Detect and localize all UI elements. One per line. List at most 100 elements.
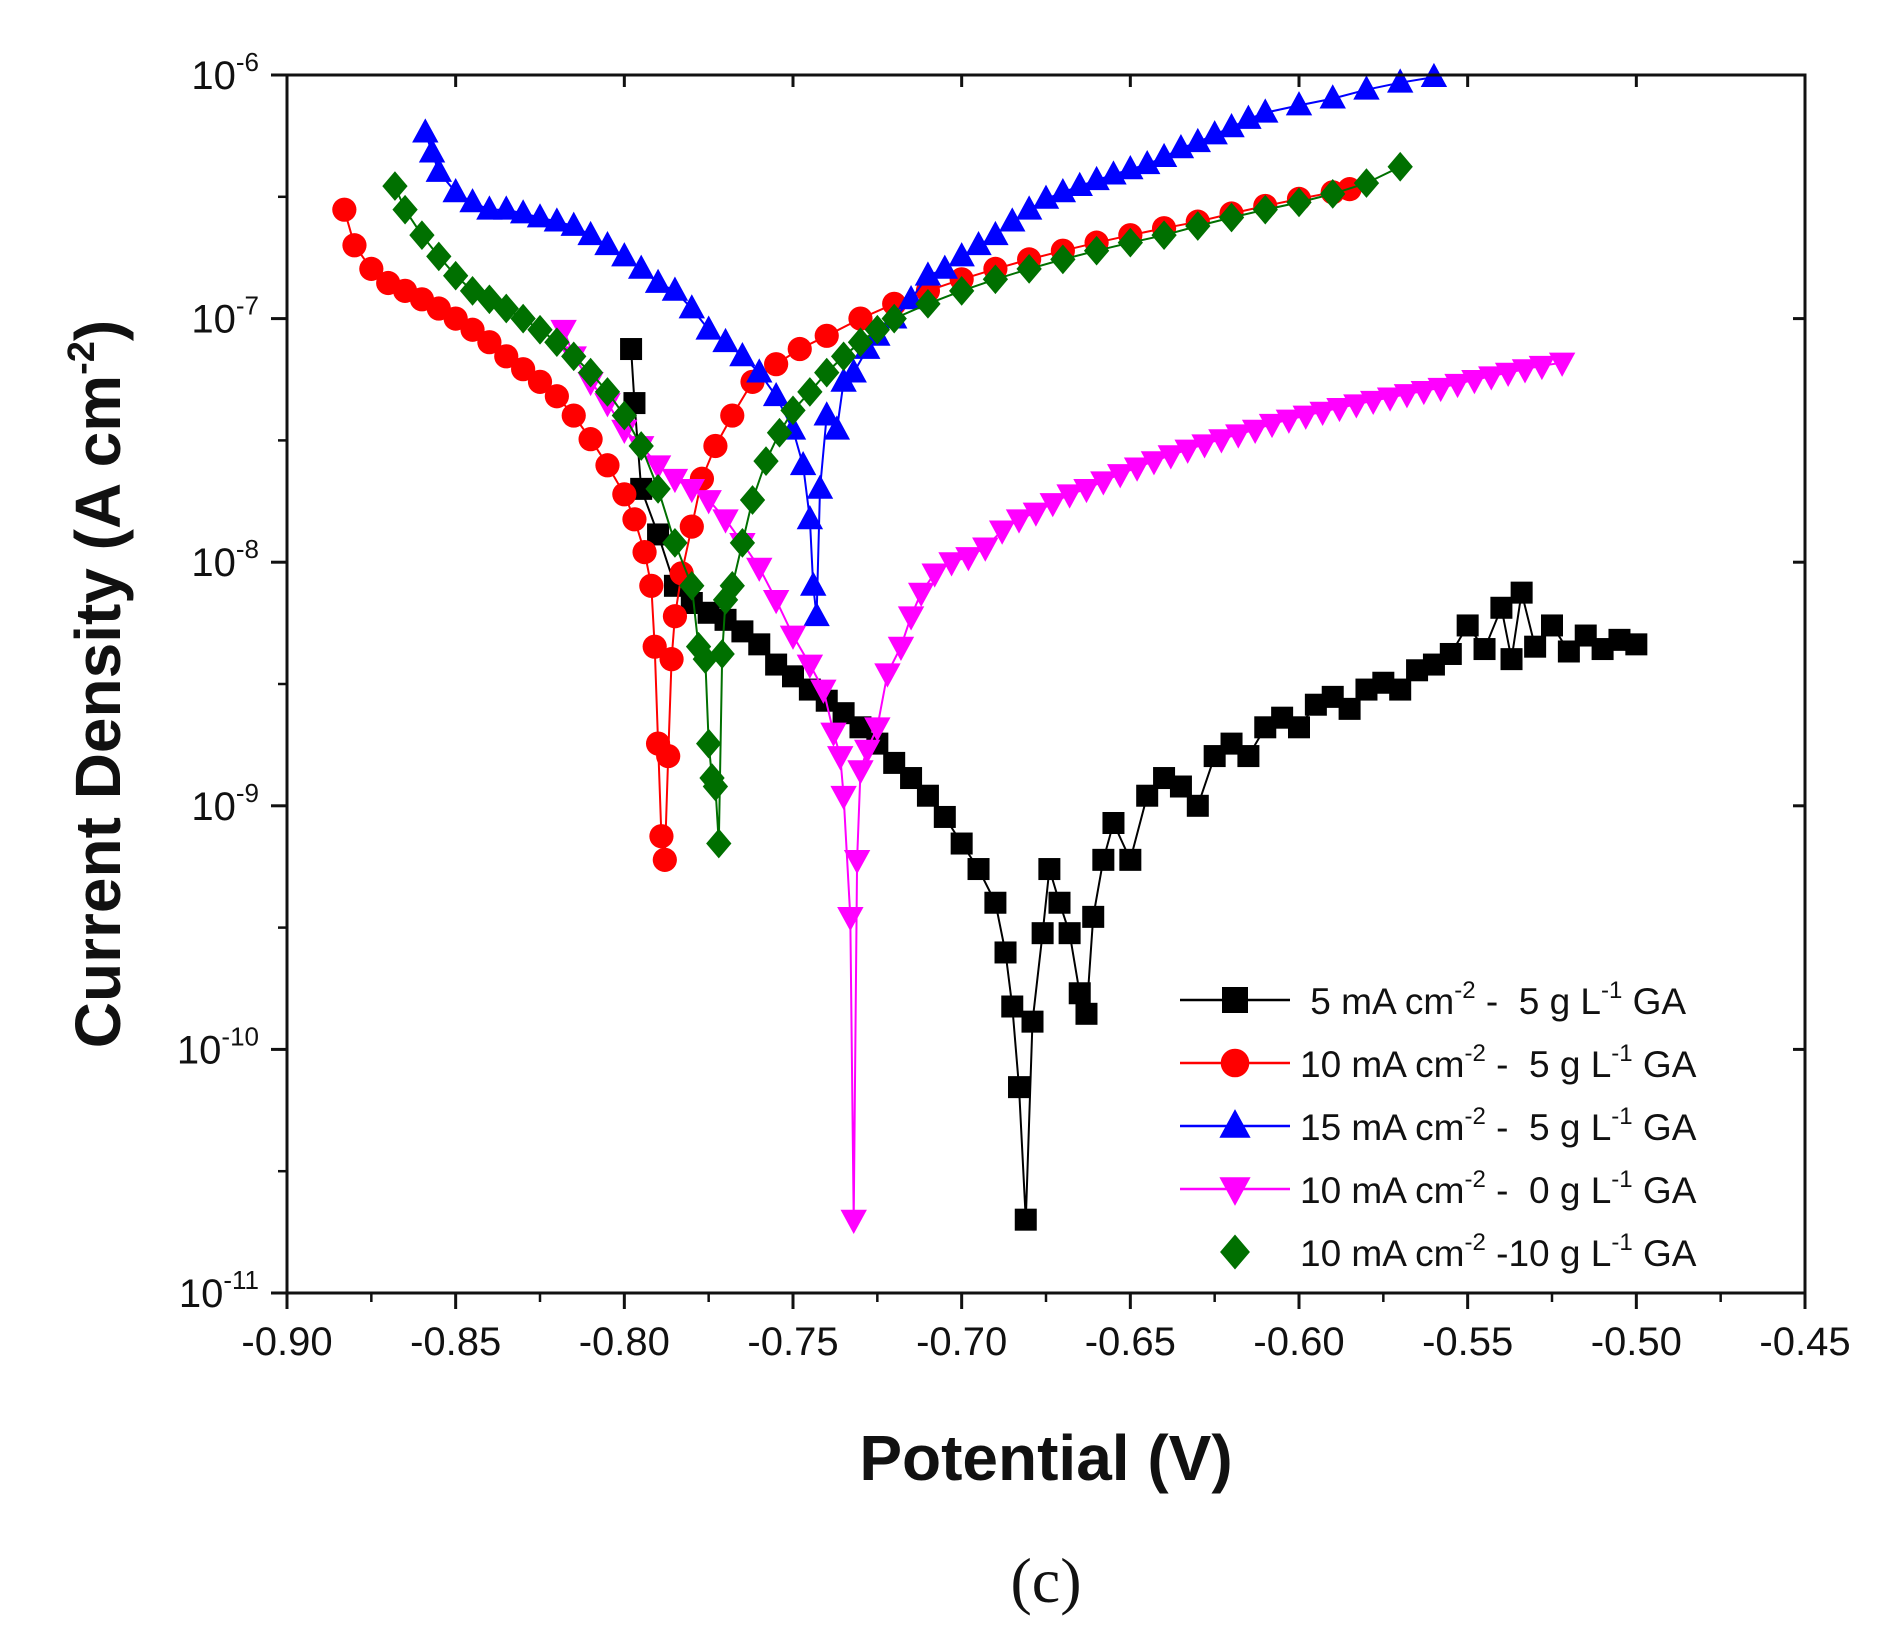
legend-label-part: - 5 g L [1486, 1044, 1611, 1085]
data-point [510, 303, 536, 334]
x-tick-label: -0.45 [1759, 1320, 1850, 1364]
data-point [342, 233, 367, 258]
legend-label-part: -10 g L [1486, 1233, 1611, 1274]
data-point [1014, 1208, 1037, 1231]
data-point [1252, 98, 1279, 123]
data-point [425, 157, 452, 182]
data-point [765, 653, 788, 676]
legend-label: 10 mA cm-2 - 0 g L-1 GA [1300, 1166, 1697, 1211]
data-point [847, 327, 874, 358]
data-point [662, 604, 688, 629]
data-point [994, 941, 1017, 964]
data-point [1220, 732, 1243, 755]
data-point [847, 760, 874, 785]
data-point [1082, 905, 1105, 928]
data-point [779, 625, 807, 650]
data-point [1119, 848, 1142, 871]
y-tick-exp: -8 [236, 534, 259, 564]
data-point [628, 431, 654, 461]
data-point [1439, 642, 1462, 665]
data-point [1083, 235, 1110, 266]
y-tick-base: 10 [191, 541, 236, 585]
data-point [697, 601, 720, 624]
data-point [678, 294, 705, 319]
data-point [1049, 177, 1077, 203]
data-point [459, 275, 486, 306]
data-point [1574, 624, 1597, 647]
data-point [712, 585, 739, 615]
legend-label-part: - 5 g L [1476, 981, 1601, 1022]
data-point [864, 314, 890, 345]
data-point [814, 357, 840, 388]
data-point [611, 400, 637, 431]
data-point [639, 573, 664, 598]
data-point [797, 377, 823, 407]
data-point [887, 636, 915, 661]
y-tick-base: 10 [191, 298, 236, 342]
data-point [762, 590, 790, 615]
data-point [412, 118, 439, 143]
data-point [830, 341, 857, 372]
data-point [418, 138, 446, 163]
legend-label: 15 mA cm-2 - 5 g L-1 GA [1300, 1103, 1697, 1148]
data-point [810, 679, 837, 704]
series-line [343, 188, 1350, 860]
data-point [916, 784, 939, 807]
data-point [729, 342, 756, 367]
data-point [709, 639, 735, 669]
data-point [753, 446, 779, 476]
data-point [426, 241, 452, 272]
data-point [714, 608, 737, 631]
data-point [881, 303, 907, 334]
legend-label-part: - 5 g L [1486, 1107, 1611, 1148]
series-5 [382, 151, 1413, 859]
data-point [1048, 891, 1071, 914]
legend-label-part: GA [1633, 1233, 1697, 1274]
y-tick-exp: -6 [236, 47, 259, 77]
data-point [550, 319, 577, 345]
legend-label-part: -2 [1465, 1229, 1486, 1256]
data-point [1090, 471, 1117, 496]
x-tick-label: -0.85 [410, 1320, 501, 1364]
data-point [1478, 366, 1505, 391]
data-point [1254, 716, 1277, 739]
data-point [1427, 377, 1454, 403]
data-point [662, 528, 688, 558]
y-tick-label: 10-9 [191, 778, 259, 829]
data-point [1068, 982, 1091, 1005]
data-point [644, 455, 672, 480]
data-point [628, 254, 655, 279]
data-point [1252, 194, 1278, 225]
data-point [782, 665, 804, 688]
data-point [1258, 413, 1286, 439]
data-point [712, 509, 739, 534]
data-point [823, 415, 851, 440]
data-point [392, 194, 418, 225]
legend-marker [1222, 987, 1248, 1013]
data-point [459, 188, 486, 213]
data-point [897, 606, 925, 631]
data-point [1008, 1076, 1031, 1099]
data-point [544, 327, 570, 358]
data-point [527, 314, 553, 345]
data-point [900, 767, 923, 790]
data-point [972, 537, 999, 562]
data-point [1625, 633, 1648, 656]
data-point [931, 254, 958, 279]
data-point [982, 220, 1009, 246]
legend-item: 10 mA cm-2 - 5 g L-1 GA [1180, 1040, 1697, 1085]
data-point [493, 293, 519, 324]
data-point [544, 384, 569, 409]
data-point [840, 1209, 867, 1234]
data-point [1032, 184, 1060, 209]
legend-item: 15 mA cm-2 - 5 g L-1 GA [1180, 1103, 1697, 1148]
data-point [1208, 429, 1235, 454]
data-point [921, 563, 948, 588]
data-point [645, 474, 671, 504]
panel-label: (c) [1010, 1545, 1081, 1616]
data-point [1237, 745, 1260, 768]
data-point [1389, 678, 1412, 701]
data-point [1134, 149, 1161, 175]
data-point [1058, 922, 1081, 945]
x-tick-label: -0.80 [579, 1320, 670, 1364]
